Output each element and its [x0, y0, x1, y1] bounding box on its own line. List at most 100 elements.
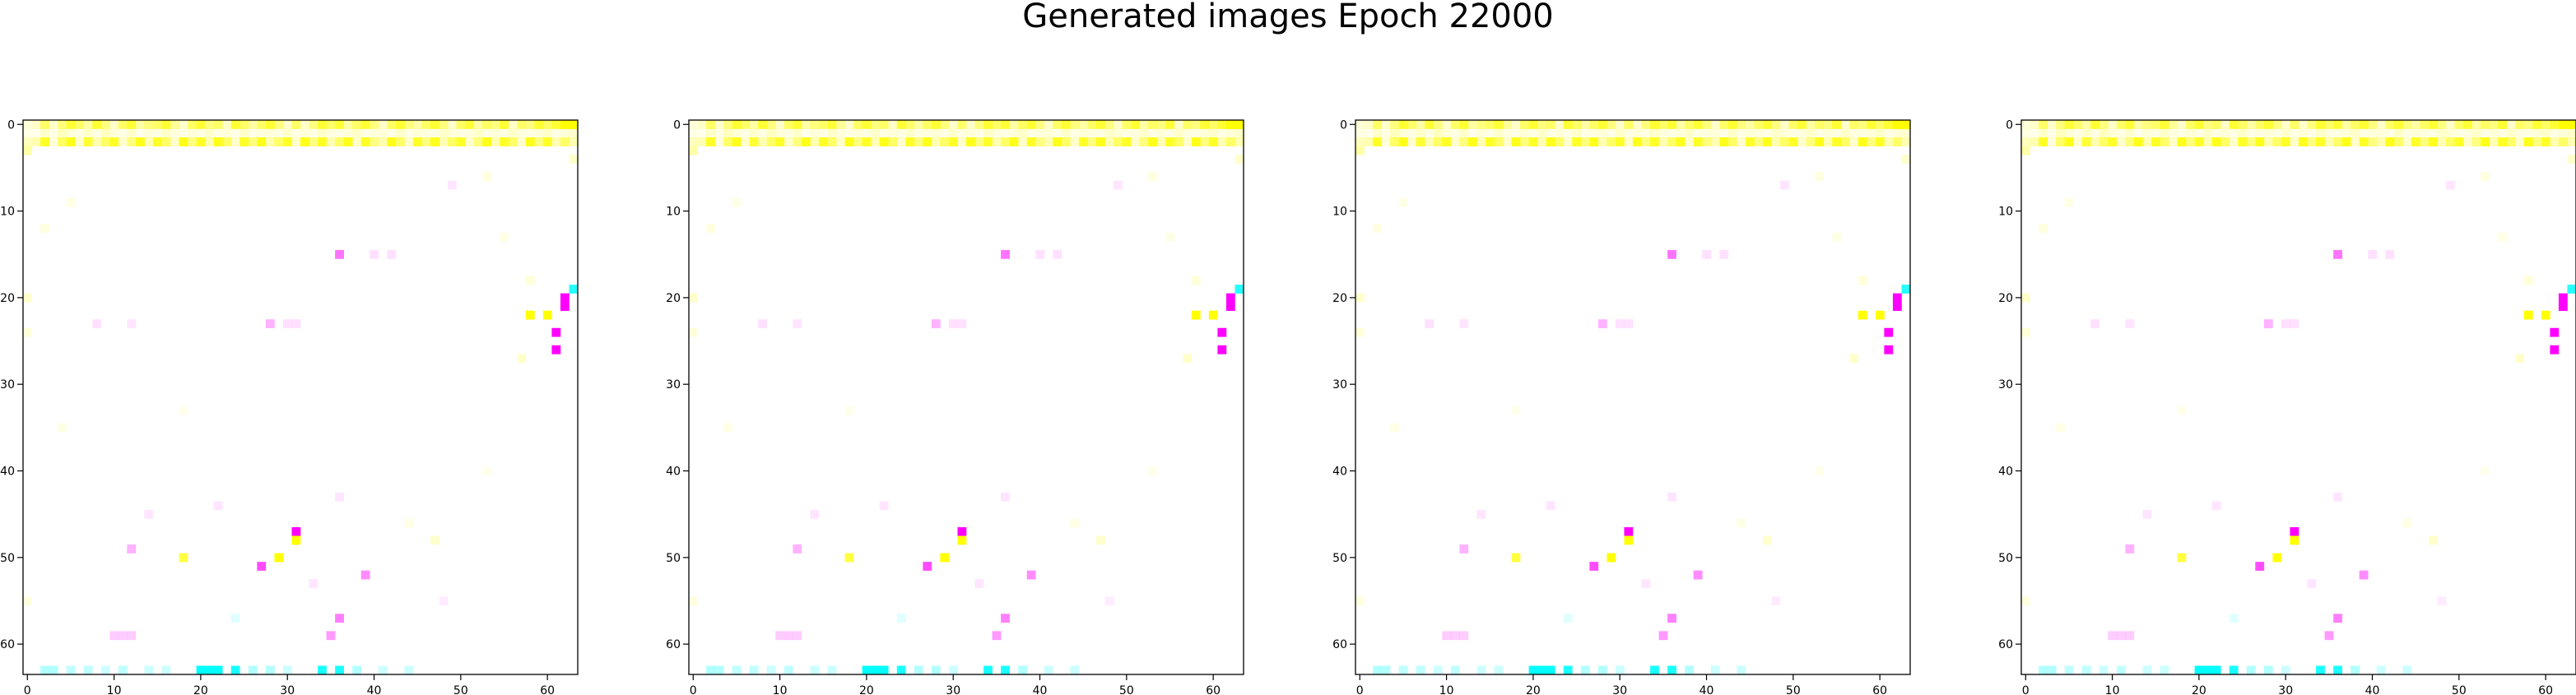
pixel-cell	[1780, 120, 1789, 129]
pixel-cell	[2515, 137, 2525, 146]
pixel-cell	[109, 128, 119, 138]
pixel-cell	[1131, 128, 1140, 138]
pixel-cell	[542, 120, 552, 129]
pixel-cell	[2125, 137, 2135, 146]
pixel-cell	[2290, 535, 2299, 545]
pixel-cell	[2133, 137, 2143, 146]
pixel-cell	[1702, 137, 1712, 146]
pixel-cell	[2039, 128, 2048, 138]
pixel-cell	[1355, 293, 1365, 303]
x-tick-label: 10	[1439, 684, 1454, 695]
pixel-cell	[2550, 137, 2560, 146]
pixel-cell	[2211, 137, 2221, 146]
pixel-cell	[1044, 137, 1053, 146]
pixel-cell	[844, 553, 854, 563]
pixel-cell	[551, 128, 561, 138]
pixel-cell	[2558, 120, 2568, 129]
pixel-cell	[1624, 535, 1634, 545]
pixel-cell	[1001, 137, 1010, 146]
pixel-cell	[1528, 128, 1538, 138]
pixel-cell	[793, 128, 802, 138]
pixel-cell	[309, 137, 319, 146]
pixel-cell	[2073, 120, 2083, 129]
pixel-cell	[2420, 120, 2430, 129]
pixel-cell	[248, 120, 258, 129]
pixel-cell	[793, 544, 802, 554]
pixel-cell	[1183, 120, 1193, 129]
pixel-cell	[758, 137, 768, 146]
pixel-cell	[801, 120, 811, 129]
pixel-cell	[170, 137, 179, 146]
pixel-cell	[853, 128, 863, 138]
pixel-cell	[766, 137, 776, 146]
pixel-cell	[2290, 137, 2299, 146]
pixel-cell	[1702, 249, 1712, 259]
pixel-cell	[2116, 137, 2126, 146]
pixel-cell	[58, 128, 67, 138]
pixel-cell	[560, 293, 570, 303]
pixel-cell	[741, 137, 751, 146]
pixel-cell	[2558, 137, 2568, 146]
pixel-cell	[1450, 137, 1460, 146]
y-tick-label: 50	[0, 552, 15, 565]
pixel-cell	[1597, 128, 1607, 138]
x-tick-label: 0	[2022, 684, 2030, 695]
pixel-cell	[1615, 665, 1625, 675]
pixel-cell	[1070, 137, 1080, 146]
pixel-cell	[1546, 665, 1555, 675]
pixel-cell	[257, 137, 267, 146]
pixel-cell	[1390, 423, 1399, 433]
pixel-cell	[1892, 120, 1902, 129]
pixel-cell	[1563, 614, 1573, 623]
pixel-cell	[2558, 128, 2568, 138]
pixel-cell	[2246, 128, 2256, 138]
pixel-cell	[1044, 665, 1053, 675]
pixel-cell	[179, 553, 188, 563]
pixel-cell	[2532, 128, 2542, 138]
pixel-cell	[2203, 128, 2212, 138]
pixel-cell	[2471, 137, 2481, 146]
pixel-cell	[23, 327, 32, 337]
pixel-cell	[1555, 137, 1565, 146]
x-tick-label: 40	[367, 684, 382, 695]
axes-frame	[2020, 119, 2576, 675]
pixel-cell	[1503, 120, 1512, 129]
pixel-cell	[482, 466, 491, 476]
pixel-cell	[282, 120, 292, 129]
pixel-cell	[1225, 120, 1235, 129]
pixel-cell	[853, 120, 863, 129]
y-tick-label: 40	[1998, 466, 2013, 479]
pixel-cell	[66, 120, 76, 129]
pixel-cell	[2385, 128, 2395, 138]
pixel-cell	[456, 128, 466, 138]
pixel-cell	[196, 128, 206, 138]
pixel-cell	[2515, 128, 2525, 138]
pixel-cell	[1131, 137, 1140, 146]
pixel-cell	[1001, 614, 1010, 623]
pixel-cell	[482, 128, 491, 138]
pixel-cell	[1901, 137, 1911, 146]
pixel-cell	[500, 232, 509, 242]
pixel-cell	[1087, 120, 1097, 129]
pixel-cell	[905, 120, 915, 129]
pixel-cell	[23, 596, 32, 606]
pixel-cell	[239, 128, 249, 138]
pixel-cell	[370, 137, 379, 146]
pixel-cell	[888, 128, 898, 138]
pixel-cell	[2203, 665, 2212, 675]
pixel-cell	[517, 128, 527, 138]
y-tick-label: 0	[7, 118, 15, 132]
pixel-cell	[230, 137, 240, 146]
pixel-cell	[1183, 137, 1193, 146]
pixel-cell	[914, 120, 923, 129]
pixel-cell	[1710, 128, 1720, 138]
pixel-cell	[282, 665, 292, 675]
pixel-cell	[387, 128, 397, 138]
pixel-cell	[2463, 137, 2472, 146]
pixel-cell	[1511, 405, 1521, 415]
pixel-cell	[1433, 120, 1443, 129]
pixel-cell	[2151, 137, 2160, 146]
pixel-cell	[2203, 120, 2212, 129]
pixel-cell	[1823, 137, 1833, 146]
pixel-cell	[1780, 180, 1789, 190]
